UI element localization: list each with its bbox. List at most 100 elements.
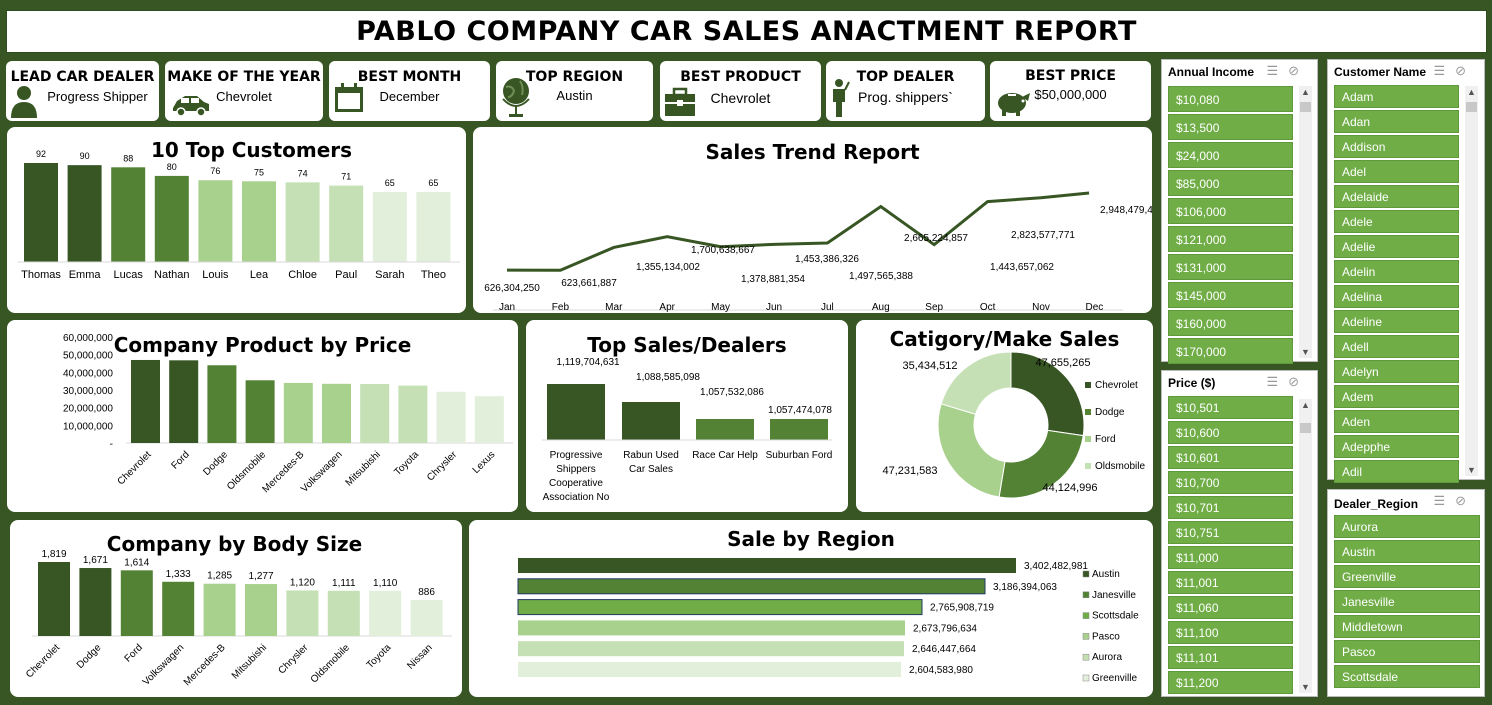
slicer-item[interactable]: $85,000 xyxy=(1168,170,1293,196)
x-tick-label: Mercedes-B xyxy=(182,642,228,688)
slicer-item[interactable]: Adil xyxy=(1334,460,1459,483)
x-tick-label: Chrysler xyxy=(425,449,460,484)
x-tick-label: Nissan xyxy=(405,642,434,671)
bar xyxy=(169,360,199,443)
legend-swatch xyxy=(1082,570,1090,578)
slicer-item[interactable]: $106,000 xyxy=(1168,198,1293,224)
slicer-item[interactable]: $11,101 xyxy=(1168,646,1293,669)
scroll-thumb[interactable] xyxy=(1300,423,1311,433)
slicer-item[interactable]: $11,060 xyxy=(1168,596,1293,619)
multi-select-icon[interactable]: ☰ xyxy=(1266,63,1289,78)
slicer-item[interactable]: $10,080 xyxy=(1168,86,1293,112)
legend-label: Oldsmobile xyxy=(1095,461,1145,472)
data-label: 1,285 xyxy=(207,571,232,582)
data-label: 1,111 xyxy=(332,578,356,589)
slicer-item[interactable]: Adel xyxy=(1334,160,1459,183)
data-label: 1,110 xyxy=(373,578,398,589)
slicer-item[interactable]: Adem xyxy=(1334,385,1459,408)
clear-filter-icon[interactable]: ⊘ xyxy=(1288,374,1309,389)
legend-label: Pasco xyxy=(1092,631,1120,642)
bar xyxy=(38,562,70,636)
slicer-item[interactable]: $11,000 xyxy=(1168,546,1293,569)
slicer-item[interactable]: $10,701 xyxy=(1168,496,1293,519)
scroll-down-icon[interactable]: ▼ xyxy=(1301,347,1310,357)
product-price-chart: 60,000,000 50,000,000 40,000,000 30,000,000… xyxy=(63,333,513,495)
slicer-item[interactable]: Pasco xyxy=(1334,640,1480,663)
slicer-item[interactable]: Scottsdale xyxy=(1334,665,1480,688)
slicer-item[interactable]: Adelina xyxy=(1334,285,1459,308)
bar xyxy=(517,578,986,595)
bar xyxy=(770,419,828,440)
slicer-item[interactable]: $11,200 xyxy=(1168,671,1293,694)
slicer-item[interactable]: $145,000 xyxy=(1168,282,1293,308)
slicer-item[interactable]: Aden xyxy=(1334,410,1459,433)
slicer-item[interactable]: $160,000 xyxy=(1168,310,1293,336)
kpi-value: Chevrolet xyxy=(710,90,771,106)
multi-select-icon[interactable]: ☰ xyxy=(1266,374,1289,389)
slicer-item[interactable]: $11,001 xyxy=(1168,571,1293,594)
bar xyxy=(372,192,407,262)
slicer-toolbar: ☰⊘ xyxy=(1266,63,1309,79)
scroll-up-icon[interactable]: ▲ xyxy=(1301,400,1310,410)
slicer-item[interactable]: Janesville xyxy=(1334,590,1480,613)
slicer-item[interactable]: Adele xyxy=(1334,210,1459,233)
slicer-item[interactable]: Adelin xyxy=(1334,260,1459,283)
slicer-item[interactable]: $170,000 xyxy=(1168,338,1293,364)
bar xyxy=(360,383,390,443)
slicer-item[interactable]: $10,700 xyxy=(1168,471,1293,494)
x-tick-label: Cooperative xyxy=(549,478,603,489)
data-label: 2,604,583,980 xyxy=(909,665,973,676)
slicer-item[interactable]: Austin xyxy=(1334,540,1480,563)
clear-filter-icon[interactable]: ⊘ xyxy=(1288,63,1309,78)
scroll-up-icon[interactable]: ▲ xyxy=(1467,87,1476,97)
slicer-item[interactable]: Adepphe xyxy=(1334,435,1459,458)
scroll-up-icon[interactable]: ▲ xyxy=(1301,87,1310,97)
scroll-down-icon[interactable]: ▼ xyxy=(1301,682,1310,692)
slicer-item[interactable]: Adell xyxy=(1334,335,1459,358)
product-price-title: Company Product by Price xyxy=(113,333,412,357)
slicer-item[interactable]: Adeline xyxy=(1334,310,1459,333)
bar xyxy=(547,384,605,440)
data-label: 47,231,583 xyxy=(882,465,937,477)
legend-label: Austin xyxy=(1092,569,1120,580)
top-dealers-chart: 1,119,704,631 Progressive Shippers Cooperat… xyxy=(542,357,832,503)
slicer-item[interactable]: $11,100 xyxy=(1168,621,1293,644)
slicer-item[interactable]: Adelaide xyxy=(1334,185,1459,208)
scroll-thumb[interactable] xyxy=(1300,102,1311,112)
slicer-item[interactable]: $24,000 xyxy=(1168,142,1293,168)
slicer-item[interactable]: Middletown xyxy=(1334,615,1480,638)
slicer-scrollbar[interactable]: ▲ ▼ xyxy=(1299,399,1312,693)
x-tick-label: Aug xyxy=(872,302,890,313)
slicer-item[interactable]: $13,500 xyxy=(1168,114,1293,140)
bar xyxy=(518,662,901,677)
slicer-item[interactable]: Adelie xyxy=(1334,235,1459,258)
scroll-down-icon[interactable]: ▼ xyxy=(1467,465,1476,475)
slicer-item[interactable]: Aurora xyxy=(1334,515,1480,538)
clear-filter-icon[interactable]: ⊘ xyxy=(1455,493,1476,508)
x-tick-label: Louis xyxy=(202,269,229,281)
legend-swatch xyxy=(1082,674,1090,682)
slicer-item[interactable]: $10,751 xyxy=(1168,521,1293,544)
slicer-scrollbar[interactable]: ▲ ▼ xyxy=(1465,86,1478,476)
slicer-item[interactable]: $10,600 xyxy=(1168,421,1293,444)
slicer-item[interactable]: Adan xyxy=(1334,110,1459,133)
slicer-item[interactable]: $131,000 xyxy=(1168,254,1293,280)
slicer-item[interactable]: $10,601 xyxy=(1168,446,1293,469)
multi-select-icon[interactable]: ☰ xyxy=(1433,493,1456,508)
slicer-item[interactable]: Addison xyxy=(1334,135,1459,158)
slicer-item[interactable]: Adam xyxy=(1334,85,1459,108)
category-make-title: Catigory/Make Sales xyxy=(889,327,1120,351)
body-size-title: Company by Body Size xyxy=(106,532,363,556)
data-label: 71 xyxy=(341,172,351,182)
multi-select-icon[interactable]: ☰ xyxy=(1433,63,1456,78)
x-tick-label: Oldsmobile xyxy=(309,642,352,685)
slicer-item[interactable]: Greenville xyxy=(1334,565,1480,588)
slicer-item[interactable]: Adelyn xyxy=(1334,360,1459,383)
slicer-item[interactable]: $121,000 xyxy=(1168,226,1293,252)
slicer-scrollbar[interactable]: ▲ ▼ xyxy=(1299,86,1312,358)
clear-filter-icon[interactable]: ⊘ xyxy=(1455,63,1476,78)
scroll-thumb[interactable] xyxy=(1466,102,1477,112)
kpi-value: Austin xyxy=(556,88,593,103)
sales-trend-title: Sales Trend Report xyxy=(705,140,920,164)
slicer-item[interactable]: $10,501 xyxy=(1168,396,1293,419)
